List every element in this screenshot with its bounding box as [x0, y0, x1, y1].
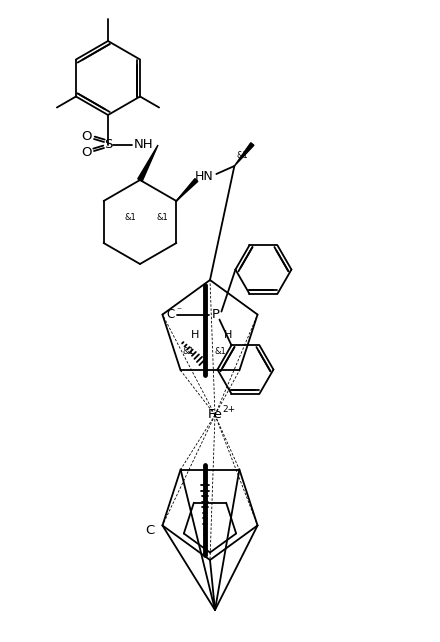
Polygon shape [138, 145, 158, 181]
Text: H: H [191, 330, 199, 340]
Text: &1: &1 [236, 152, 248, 160]
Text: NH: NH [134, 139, 154, 152]
Polygon shape [235, 143, 254, 166]
Text: ⁻: ⁻ [176, 306, 181, 317]
Text: H: H [224, 330, 232, 340]
Text: Fe: Fe [208, 408, 223, 422]
Text: &1: &1 [182, 347, 194, 356]
Text: O: O [81, 146, 91, 159]
Text: 2+: 2+ [223, 404, 235, 413]
Text: HN: HN [195, 169, 214, 182]
Polygon shape [176, 178, 198, 201]
Text: C: C [145, 523, 154, 537]
Text: &1: &1 [124, 213, 136, 221]
Text: P: P [212, 308, 220, 321]
Text: S: S [104, 139, 112, 152]
Text: O: O [81, 130, 91, 144]
Text: &1: &1 [156, 213, 168, 221]
Text: &1: &1 [214, 347, 226, 356]
Text: C: C [166, 308, 175, 321]
